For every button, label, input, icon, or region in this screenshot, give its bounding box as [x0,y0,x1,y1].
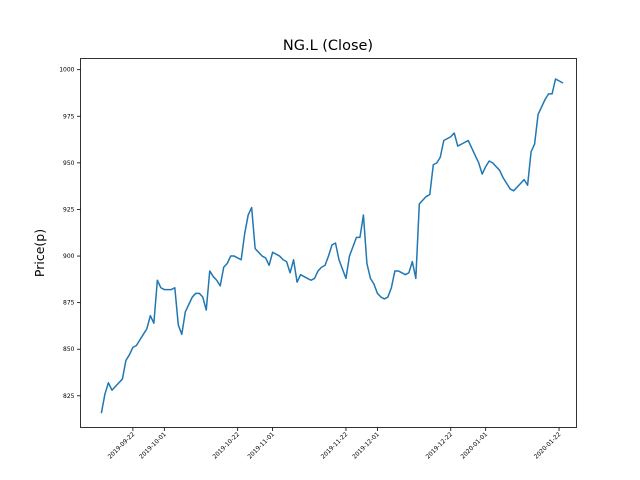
x-tick-label: 2019-10-22 [211,431,241,461]
x-tick-label: 2019-12-22 [425,431,455,461]
y-tick-label: 1000 [59,67,74,74]
x-tick-label: 2020-01-01 [459,431,489,461]
y-tick-label: 825 [63,393,75,400]
x-axis-ticks: 2019-09-22 2019-10-01 2019-10-22 2019-11-01… [107,427,563,461]
x-tick-label: 2019-11-22 [320,431,350,461]
x-tick-label: 2020-01-22 [533,431,563,461]
x-tick-label: 2019-11-01 [246,431,276,461]
y-tick-label: 900 [63,253,75,260]
y-tick-label: 950 [63,160,75,167]
plot-area-frame [80,58,577,428]
chart-title: NG.L (Close) [283,38,373,54]
y-tick-label: 875 [63,300,75,307]
y-tick-label: 850 [63,346,75,353]
price-series-line [100,78,564,414]
y-tick-label: 975 [63,113,75,120]
x-tick-label: 2019-09-22 [107,431,137,461]
x-tick-label: 2019-10-01 [138,431,168,461]
y-tick-label: 925 [63,206,75,213]
y-axis-ticks: 825 850 875 900 925 950 975 1000 [59,67,81,400]
series-group [100,78,564,414]
y-axis-label: Price(p) [32,229,47,277]
x-tick-label: 2019-12-01 [351,431,381,461]
